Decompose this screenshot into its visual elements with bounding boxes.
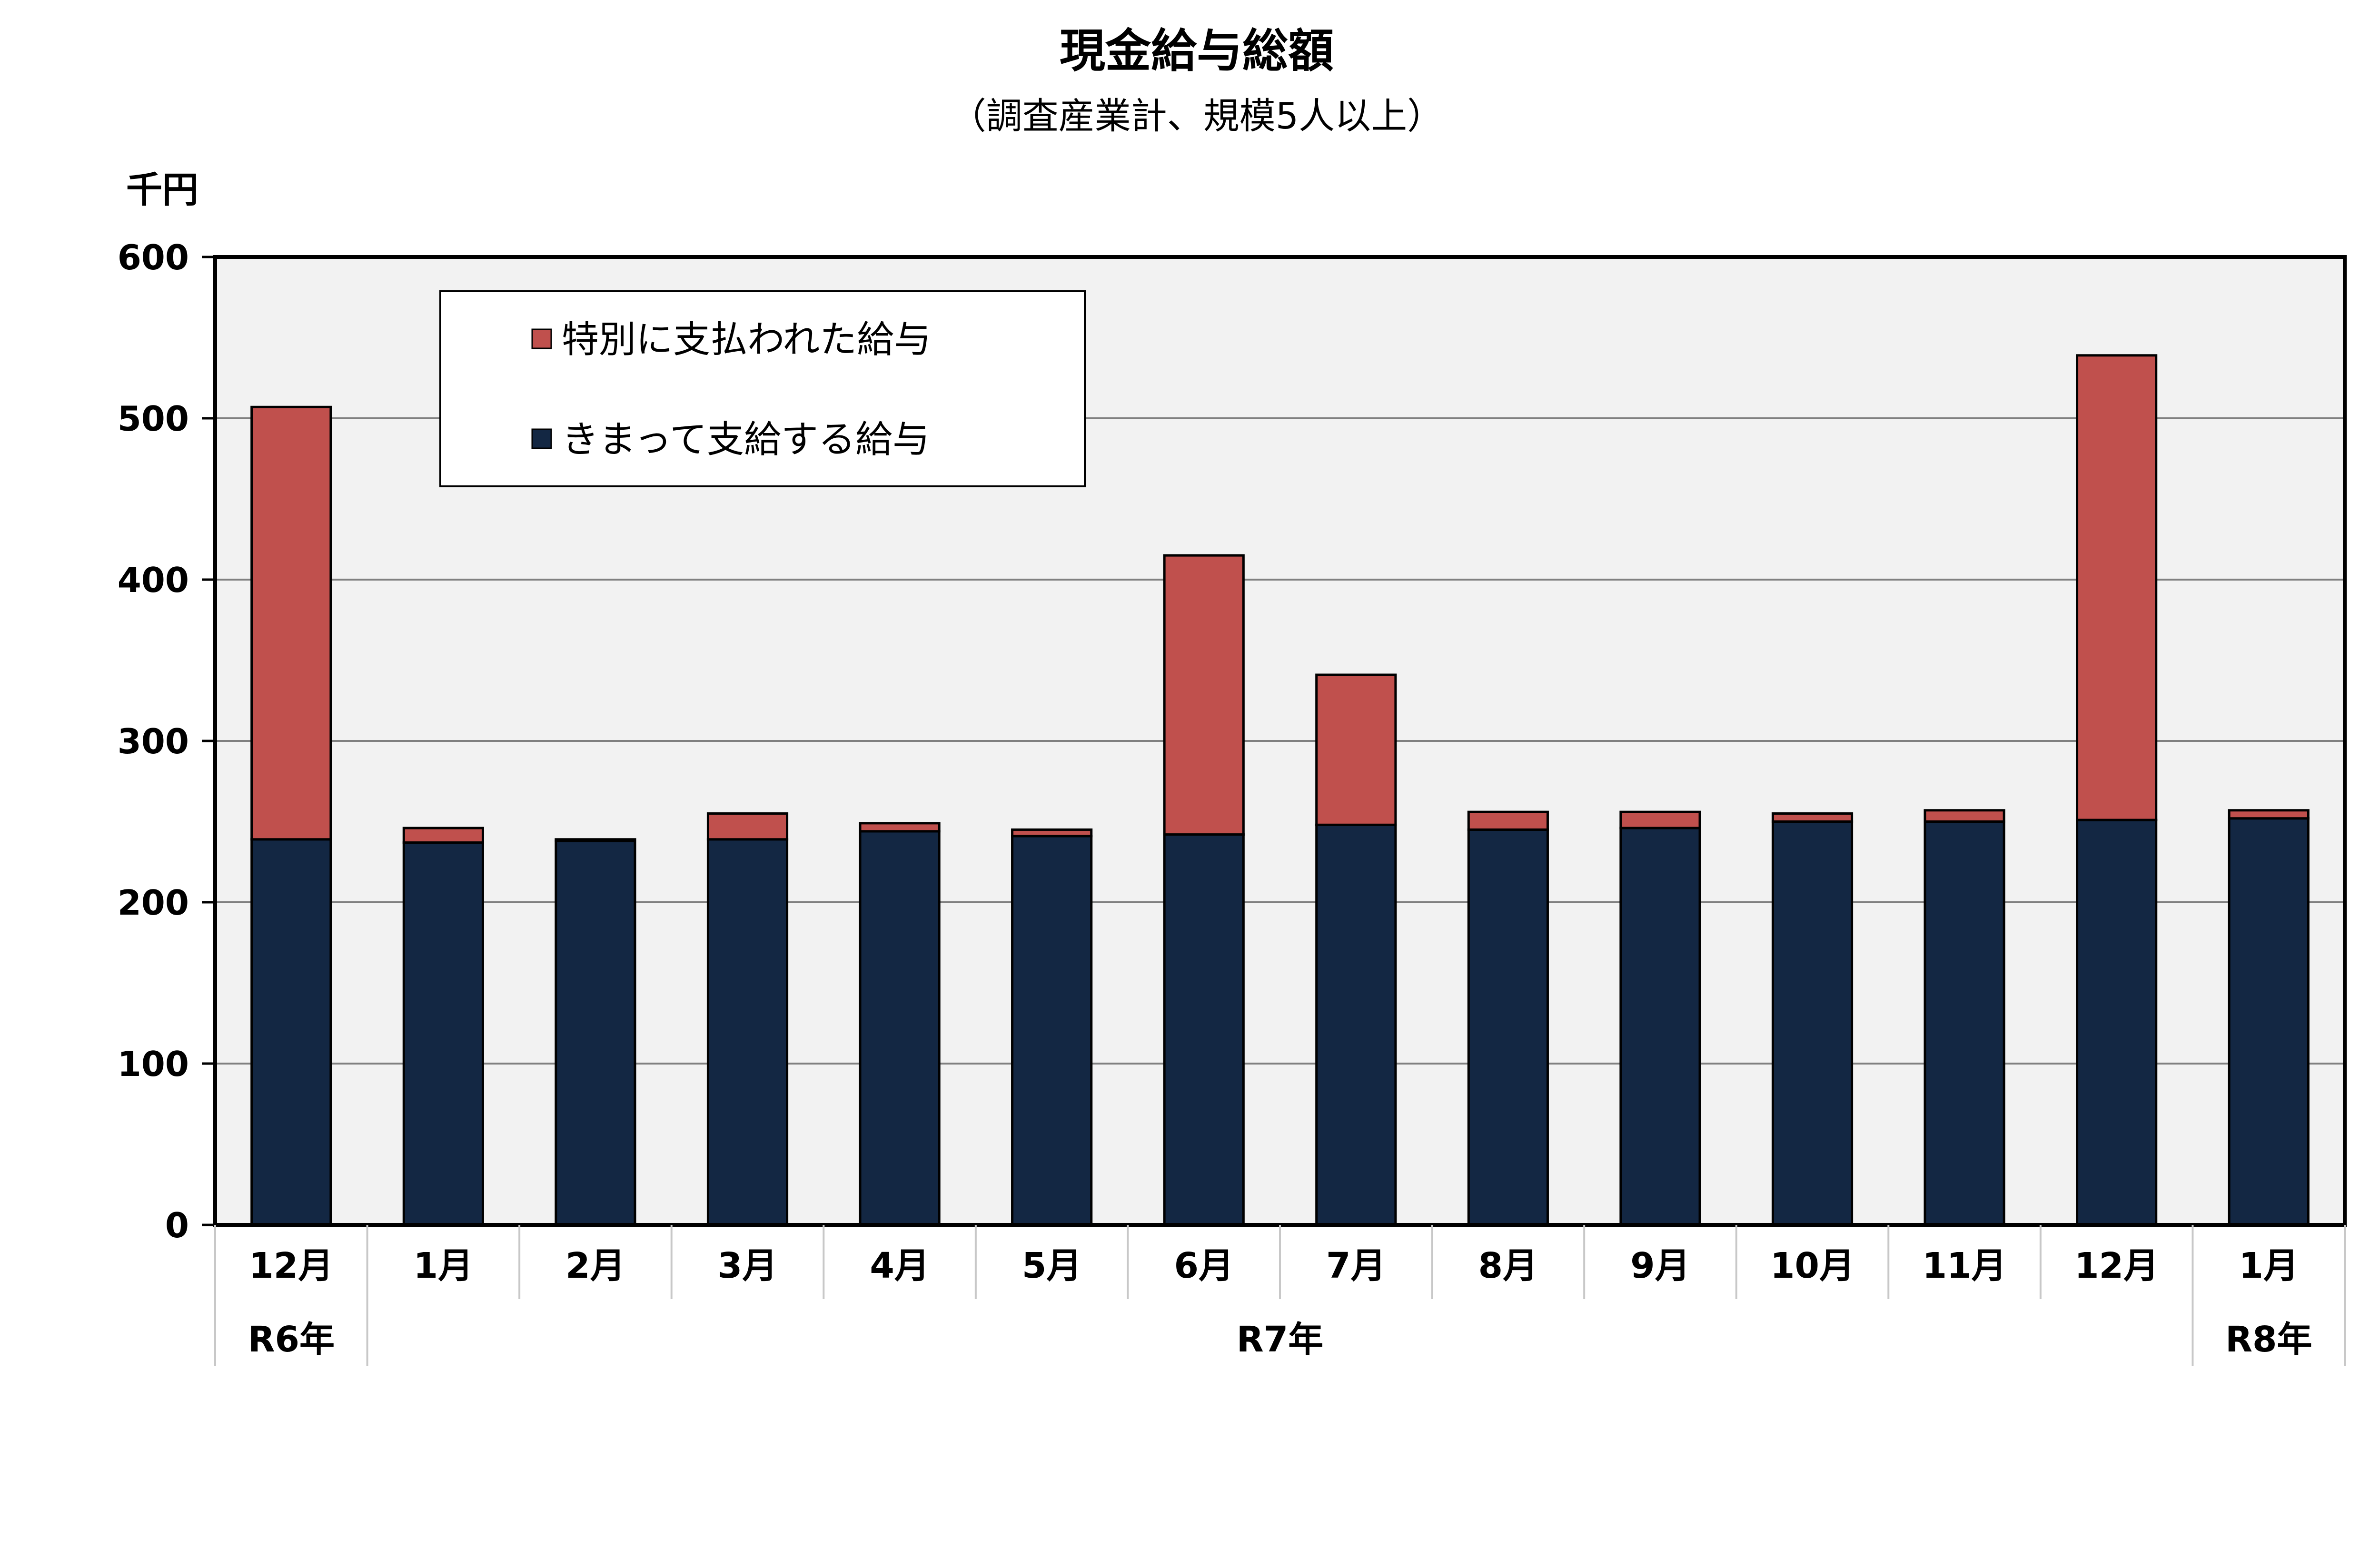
chart-subtitle: （調査産業計、規模5人以上） xyxy=(950,95,1443,137)
bar-regular-pay xyxy=(706,838,789,1226)
x-tick-label: 1月 xyxy=(414,1245,474,1286)
bar-special-pay xyxy=(706,812,789,841)
bar-special-pay xyxy=(1924,809,2005,823)
bar-regular-pay xyxy=(1467,828,1549,1226)
bar-special-pay xyxy=(1163,554,1245,836)
bar-special-pay xyxy=(2076,354,2158,821)
y-tick-label: 500 xyxy=(118,399,189,439)
x-tick-label: 3月 xyxy=(718,1245,778,1286)
x-tick-label: 2月 xyxy=(565,1245,625,1286)
bar-regular-pay xyxy=(1924,820,2005,1226)
x-tick-label: 5月 xyxy=(1022,1245,1082,1286)
bar-regular-pay xyxy=(555,839,636,1226)
bar-regular-pay xyxy=(1619,827,1701,1226)
legend-box xyxy=(439,290,1086,487)
bar-special-pay xyxy=(555,838,636,842)
bar-regular-pay xyxy=(1011,835,1093,1226)
bar-regular-pay xyxy=(402,841,484,1226)
y-tick-label: 200 xyxy=(118,883,189,923)
bar-regular-pay xyxy=(1315,823,1397,1226)
x-tick-label: 7月 xyxy=(1326,1245,1386,1286)
x-tick-label: 11月 xyxy=(1923,1245,2007,1286)
bar-regular-pay xyxy=(250,838,332,1226)
bar-special-pay xyxy=(2228,809,2310,820)
x-tick-label: 12月 xyxy=(249,1245,333,1286)
bar-regular-pay xyxy=(1163,833,1245,1226)
bar-special-pay xyxy=(1771,812,1854,823)
x-tick-label: 4月 xyxy=(870,1245,930,1286)
legend-swatch-regular xyxy=(531,428,552,449)
bar-special-pay xyxy=(859,822,941,833)
bar-special-pay xyxy=(1011,828,1093,838)
legend-label-regular: きまって支給する給与 xyxy=(562,418,930,461)
bar-special-pay xyxy=(250,405,332,841)
x-tick-label: 6月 xyxy=(1174,1245,1234,1286)
bar-special-pay xyxy=(1619,810,1701,829)
x-year-label: R7年 xyxy=(1237,1319,1323,1360)
x-tick-label: 10月 xyxy=(1770,1245,1854,1286)
legend-swatch-special xyxy=(531,328,552,349)
y-axis-unit-label: 千円 xyxy=(126,168,198,211)
x-year-label: R6年 xyxy=(248,1319,335,1360)
x-year-label: R8年 xyxy=(2225,1319,2312,1360)
x-tick-label: 1月 xyxy=(2239,1245,2299,1286)
chart-title: 現金給与総額 xyxy=(1060,24,1334,78)
x-tick-label: 9月 xyxy=(1630,1245,1690,1286)
y-tick-label: 0 xyxy=(165,1205,189,1245)
bar-special-pay xyxy=(1315,673,1397,826)
bar-regular-pay xyxy=(859,830,941,1226)
x-axis: 12月 1月 2月 3月 4月 5月 6月 7月 8月 9月 10月 11月 12月 1月 R6年 R7年 R8… xyxy=(214,1225,2346,1366)
y-tick-label: 600 xyxy=(118,237,189,277)
legend-label-special: 特別に支払われた給与 xyxy=(562,318,931,361)
legend: 特別に支払われた給与 きまって支給する給与 xyxy=(439,290,1086,487)
bar-regular-pay xyxy=(1771,820,1854,1226)
y-axis-ticks: 0 100 200 300 400 500 600 xyxy=(118,237,215,1245)
bar-special-pay xyxy=(1467,810,1549,831)
bar-regular-pay xyxy=(2076,818,2158,1226)
x-tick-label: 12月 xyxy=(2074,1245,2159,1286)
bar-special-pay xyxy=(402,827,484,844)
x-tick-label: 8月 xyxy=(1478,1245,1538,1286)
y-tick-label: 300 xyxy=(118,721,189,761)
y-tick-label: 400 xyxy=(118,560,189,600)
bar-regular-pay xyxy=(2228,817,2310,1226)
bars xyxy=(250,354,2310,1226)
y-tick-label: 100 xyxy=(118,1044,189,1084)
